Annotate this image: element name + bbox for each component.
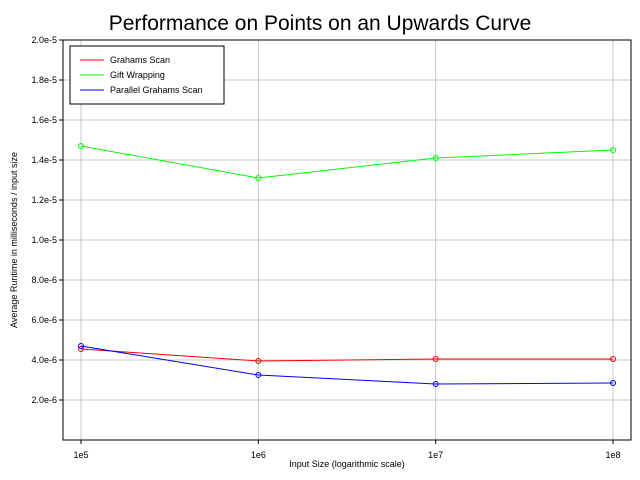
y-tick-label: 2.0e-6 [31, 395, 57, 405]
x-tick-label: 1e8 [605, 450, 620, 460]
data-point [432, 155, 439, 161]
data-point [610, 380, 616, 386]
y-tick-label: 1.2e-5 [31, 195, 57, 205]
series-line [80, 348, 613, 362]
legend-label: Parallel Grahams Scan [110, 85, 203, 95]
x-axis-label: Input Size (logarithmic scale) [289, 459, 405, 469]
series-line [80, 345, 614, 385]
legend-items: Grahams Scan Gift Wrapping Parallel Graham… [80, 55, 203, 95]
data-point [255, 175, 262, 181]
y-tick-label: 2.0e-5 [31, 35, 57, 45]
y-tick-label: 1.6e-5 [31, 115, 57, 125]
y-tick-label: 8.0e-6 [31, 275, 57, 285]
y-tick-label: 4.0e-6 [31, 355, 57, 365]
x-tick-label: 1e6 [251, 450, 266, 460]
data-point [78, 143, 84, 149]
y-tick-label: 1.4e-5 [31, 155, 57, 165]
series-line [80, 145, 614, 179]
data-point [610, 356, 616, 362]
legend-label: Grahams Scan [110, 55, 170, 65]
y-tick-label: 1.0e-5 [31, 235, 57, 245]
legend: Grahams Scan Gift Wrapping Parallel Graham… [69, 45, 225, 105]
data-point [78, 343, 84, 349]
x-tick-label: 1e7 [428, 450, 443, 460]
data-point [432, 381, 439, 387]
x-tick-label: 1e5 [73, 450, 88, 460]
legend-label: Gift Wrapping [110, 70, 165, 80]
data-point [255, 372, 262, 378]
chart-title: Performance on Points on an Upwards Curv… [109, 12, 532, 35]
data-point [610, 147, 616, 153]
data-point [432, 356, 439, 362]
data-point [255, 358, 262, 364]
series-lines [78, 143, 616, 387]
y-tick-label: 1.8e-5 [31, 75, 57, 85]
y-axis-label: Average Runtime in milliseconds / input … [9, 152, 19, 328]
axis-ticks: 2.0e-6 4.0e-6 6.0e-6 8.0e-6 1.0e-5 1.2e-5 1.4e… [31, 35, 620, 460]
y-tick-label: 6.0e-6 [31, 315, 57, 325]
